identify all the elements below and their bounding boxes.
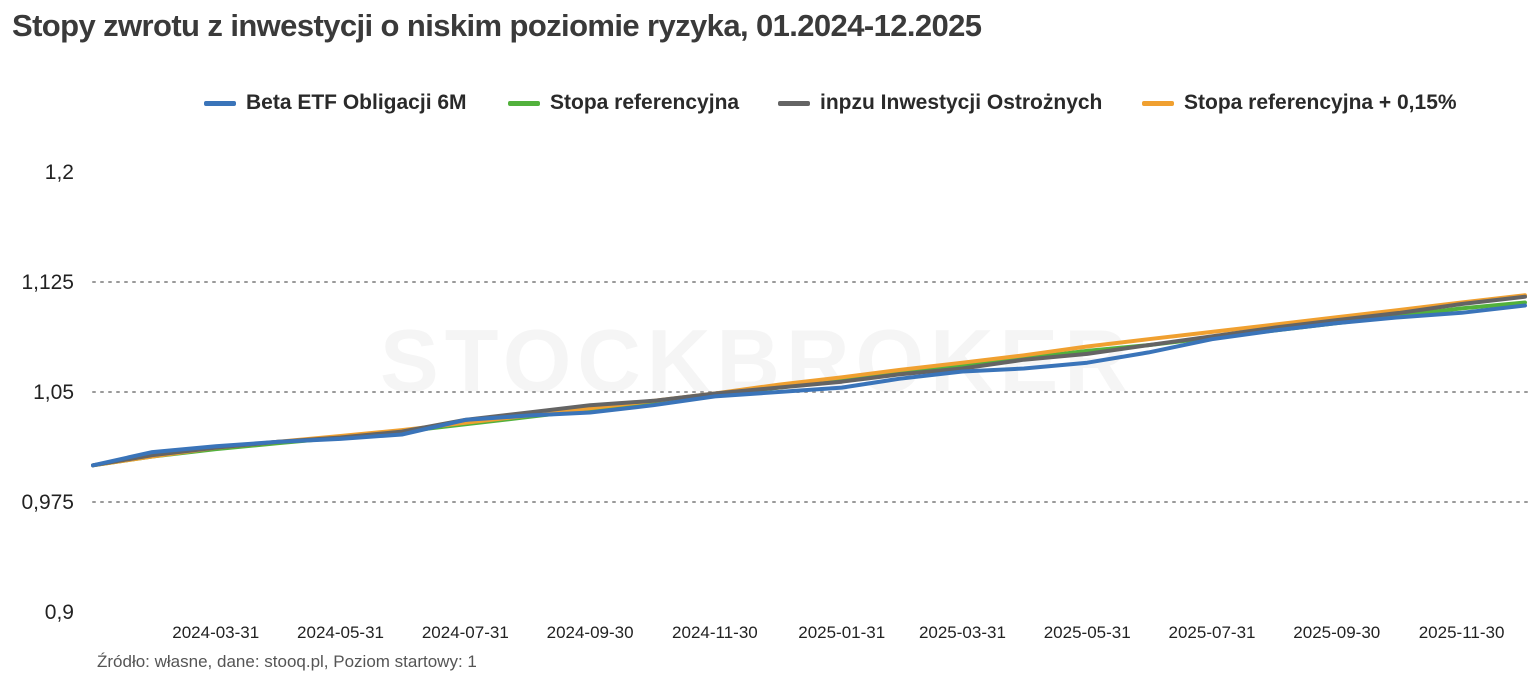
legend-label-beta-etf: Beta ETF Obligacji 6M [246, 91, 467, 114]
legend-item-stopa-plus[interactable]: Stopa referencyjna + 0,15% [1142, 91, 1457, 115]
x-tick-label-2: 2024-07-31 [422, 623, 509, 642]
x-tick-label-1: 2024-05-31 [297, 623, 384, 642]
x-tick-label-9: 2025-09-30 [1293, 623, 1380, 642]
x-tick-label-4: 2024-11-30 [672, 623, 758, 642]
legend-swatch-stopa-plus [1142, 100, 1174, 106]
x-tick-label-10: 2025-11-30 [1419, 623, 1505, 642]
x-tick-label-3: 2024-09-30 [547, 623, 634, 642]
x-axis-ticks: 2024-03-31 2024-05-31 2024-07-31 2024-09-30… [172, 623, 1504, 642]
y-axis-ticks: 0,9 0,975 1,05 1,125 1,2 [21, 161, 74, 624]
legend-label-stopa-referencyjna: Stopa referencyjna [550, 91, 740, 114]
x-tick-label-0: 2024-03-31 [172, 623, 259, 642]
legend-item-inpzu[interactable]: inpzu Inwestycji Ostrożnych [778, 91, 1102, 115]
grid-lines [92, 281, 1534, 503]
legend-swatch-inpzu [778, 100, 810, 106]
legend-swatch-stopa-referencyjna [508, 100, 540, 106]
y-tick-label-1: 0,975 [21, 491, 74, 514]
x-tick-label-6: 2025-03-31 [919, 623, 1006, 642]
series-lines [91, 293, 1527, 468]
series-line-0 [91, 303, 1527, 468]
legend-label-inpzu: inpzu Inwestycji Ostrożnych [820, 91, 1103, 114]
y-tick-label-3: 1,125 [21, 271, 74, 294]
x-tick-label-5: 2025-01-31 [798, 623, 885, 642]
legend-swatch-beta-etf [204, 100, 236, 106]
x-tick-label-7: 2025-05-31 [1044, 623, 1131, 642]
y-tick-label-0: 0,9 [45, 601, 74, 624]
legend-item-stopa-referencyjna[interactable]: Stopa referencyjna [508, 91, 739, 115]
source-note: Źródło: własne, dane: stooq.pl, Poziom s… [97, 652, 477, 671]
x-tick-label-8: 2025-07-31 [1169, 623, 1256, 642]
chart-title: Stopy zwrotu z inwestycji o niskim pozio… [12, 8, 982, 43]
y-tick-label-4: 1,2 [45, 161, 74, 184]
y-tick-label-2: 1,05 [33, 381, 74, 404]
chart-legend: Beta ETF Obligacji 6M Stopa referencyjna… [0, 91, 1536, 121]
legend-item-beta-etf[interactable]: Beta ETF Obligacji 6M [204, 91, 467, 115]
legend-label-stopa-plus: Stopa referencyjna + 0,15% [1184, 91, 1457, 114]
